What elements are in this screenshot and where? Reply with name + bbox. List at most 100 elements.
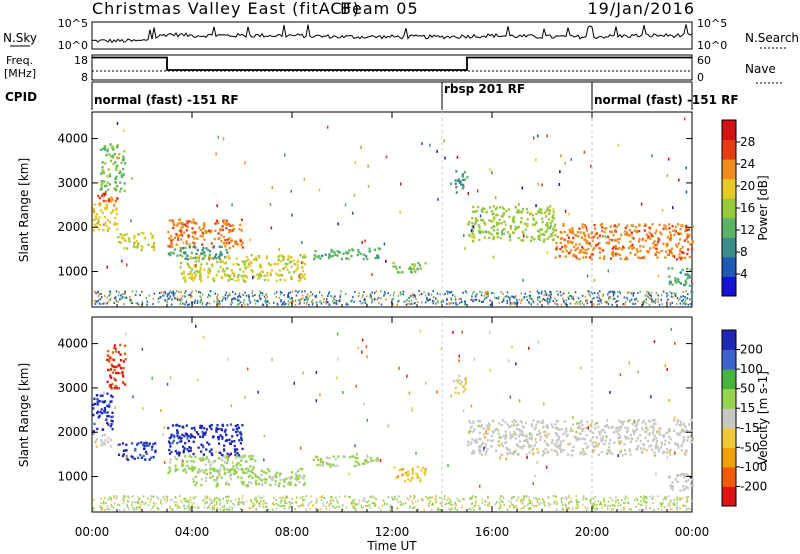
colorbar-tick-label: -15	[740, 421, 760, 435]
y-tick-label: 2000	[57, 220, 88, 234]
colorbar-swatch	[722, 486, 736, 507]
velocity-y-axis-label: Slant Range [km]	[17, 363, 31, 467]
data-patch	[467, 205, 557, 243]
x-axis-label: Time UT	[366, 539, 417, 553]
colorbar-swatch	[722, 139, 736, 160]
colorbar-tick-label: 100	[740, 362, 763, 376]
y-tick-label: 4000	[57, 337, 88, 351]
data-patch	[167, 218, 244, 250]
noise-line-nsky	[91, 24, 693, 44]
power-data	[92, 117, 695, 306]
freq-panel: Freq. [MHz] 18 8 60 0 Nave	[4, 54, 782, 84]
data-patch	[454, 170, 469, 194]
data-patch	[106, 343, 127, 390]
power-colorbar-label: Power [dB]	[756, 175, 770, 240]
colorbar-swatch	[722, 349, 736, 370]
x-tick-label: 20:00	[575, 525, 610, 539]
colorbar-swatch	[722, 237, 736, 258]
colorbar-swatch	[722, 159, 736, 180]
noise-right-tick-top: 10^5	[697, 17, 727, 30]
x-tick-label: 00:00	[75, 525, 110, 539]
data-patch	[313, 247, 382, 261]
velocity-colorbar-label: Velocity [m s-1]	[756, 371, 770, 465]
x-tick-label: 08:00	[275, 525, 310, 539]
colorbar-swatch	[722, 427, 736, 448]
y-tick-label: 2000	[57, 425, 88, 439]
data-patch	[167, 423, 244, 457]
cpid-segment-1: normal (fast) -151 RF	[94, 93, 239, 107]
noise-panel: N.Sky 10^5 10^0 10^5 10^0 N.Search	[3, 17, 799, 52]
noise-left-tick-bottom: 10^0	[58, 39, 88, 52]
freq-right-label: Nave	[745, 62, 776, 76]
velocity-colorbar: 200 100 50 15 -15 -50 -100 -200 Velocity [m s-1…	[721, 329, 770, 507]
x-axis: 00:00 04:00 08:00 12:00 16:00 20:00 00:00	[75, 112, 710, 539]
colorbar-tick-label: -200	[740, 479, 767, 493]
sparse-points	[103, 324, 692, 488]
colorbar-swatch	[722, 256, 736, 277]
colorbar-tick-label: 12	[740, 223, 755, 237]
noise-left-label: N.Sky	[3, 31, 37, 45]
y-tick-label: 3000	[57, 381, 88, 395]
cpid-segment-3: normal (fast) -151 RF	[594, 93, 739, 107]
freq-left-label-1: Freq.	[6, 54, 33, 67]
freq-left-label-2: [MHz]	[4, 67, 36, 80]
date-label: 19/Jan/2016	[587, 0, 695, 18]
power-colorbar: 28 24 20 16 12 8 4 Power [dB]	[721, 119, 770, 297]
data-patch	[117, 231, 156, 252]
colorbar-tick-label: 4	[740, 267, 748, 281]
colorbar-tick-label: -50	[740, 440, 760, 454]
cpid-segment-2: rbsp 201 RF	[444, 82, 525, 96]
power-y-axis-label: Slant Range [km]	[17, 158, 31, 262]
colorbar-swatch	[722, 369, 736, 390]
freq-left-tick-bottom: 8	[81, 71, 88, 84]
x-tick-label: 16:00	[475, 525, 510, 539]
colorbar-swatch	[722, 447, 736, 468]
colorbar-tick-label: 16	[740, 201, 755, 215]
colorbar-swatch	[722, 178, 736, 199]
x-tick-label: 12:00	[375, 525, 410, 539]
colorbar-tick-label: 20	[740, 179, 755, 193]
data-patch	[92, 200, 119, 233]
colorbar-tick-label: 24	[740, 157, 755, 171]
data-patch	[452, 374, 468, 395]
data-patch	[667, 267, 694, 287]
colorbar-tick-label: 8	[740, 245, 748, 259]
beam-label: Beam 05	[340, 0, 419, 18]
colorbar-tick-label: 15	[740, 401, 755, 415]
colorbar-swatch	[722, 466, 736, 487]
colorbar-tick-label: -100	[740, 460, 767, 474]
y-tick-label: 3000	[57, 176, 88, 190]
power-y-axis: 1000 2000 3000 4000	[57, 132, 692, 279]
colorbar-tick-label: 50	[740, 382, 755, 396]
data-patch	[192, 467, 307, 488]
freq-line	[92, 56, 692, 71]
cpid-label: CPID	[5, 90, 37, 104]
freq-left-tick-top: 18	[74, 54, 88, 67]
data-patch	[393, 465, 427, 483]
data-patch	[392, 261, 427, 274]
station-title: Christmas Valley East (fitACF)	[92, 0, 360, 18]
data-patch	[667, 472, 695, 492]
noise-left-tick-top: 10^5	[58, 17, 88, 30]
x-tick-label: 04:00	[175, 525, 210, 539]
data-patch	[312, 455, 379, 468]
data-patch	[93, 432, 113, 448]
y-tick-label: 1000	[57, 470, 88, 484]
ground-band	[93, 290, 694, 306]
colorbar-swatch	[722, 408, 736, 429]
colorbar-swatch	[722, 330, 736, 351]
x-tick-label: 00:00	[675, 525, 710, 539]
cpid-row: CPID normal (fast) -151 RF rbsp 201 RF n…	[5, 81, 739, 110]
colorbar-swatch	[722, 120, 736, 141]
ground-band	[92, 495, 694, 511]
velocity-panel: 1000 2000 3000 4000 Slant Range [km]	[17, 316, 695, 513]
colorbar-swatch	[722, 217, 736, 238]
colorbar-tick-label: 200	[740, 343, 763, 357]
y-tick-label: 1000	[57, 265, 88, 279]
freq-trace	[92, 56, 692, 72]
velocity-data	[92, 324, 695, 511]
data-patch	[117, 441, 157, 461]
noise-trace	[91, 24, 693, 44]
freq-right-tick-bottom: 0	[697, 71, 704, 84]
